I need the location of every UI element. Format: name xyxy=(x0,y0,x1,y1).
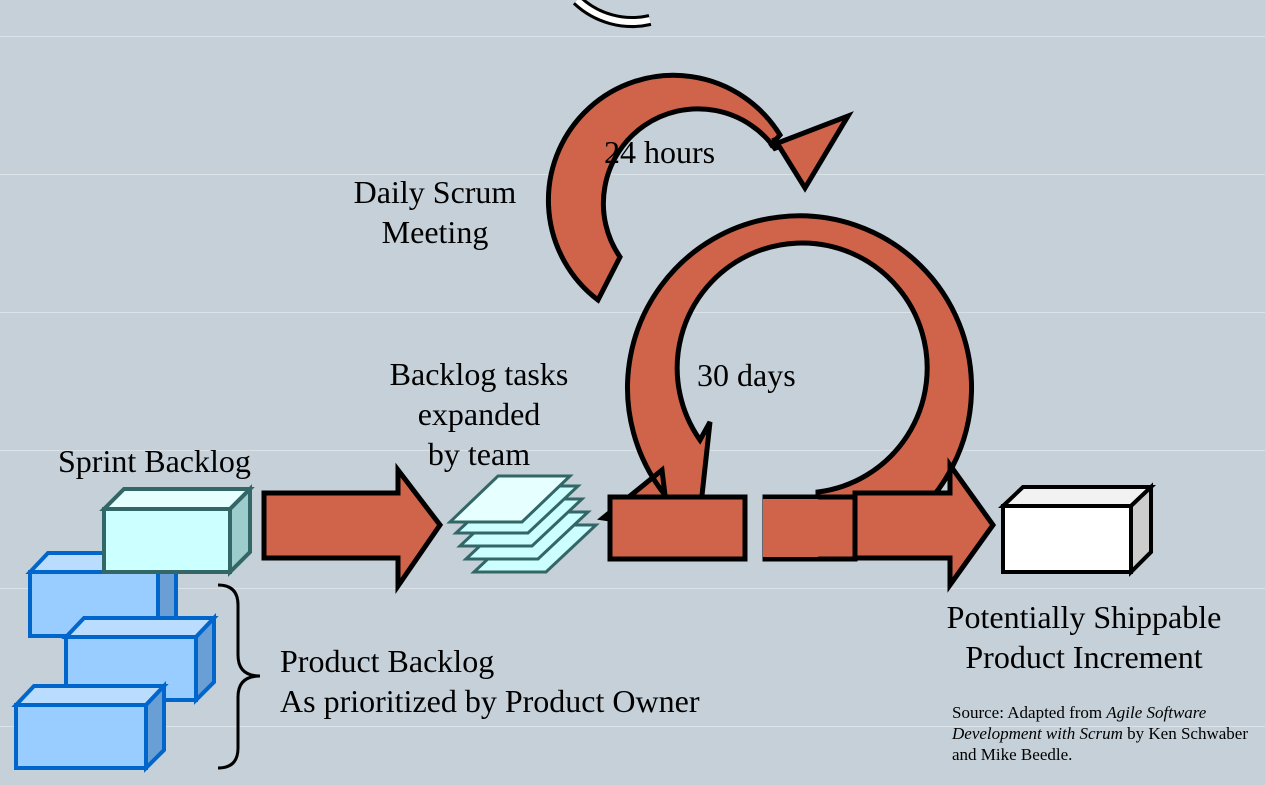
source-suffix: by Ken Schwaber and Mike Beedle. xyxy=(952,724,1249,764)
backlog-tasks-label-line2: expanded xyxy=(417,396,541,432)
top-ring-fragment xyxy=(572,0,652,28)
daily-scrum-label-line1: Daily Scrum xyxy=(353,174,517,210)
arrow-to-tasks xyxy=(261,462,444,595)
background-rule xyxy=(0,36,1265,37)
backlog-tasks-label-line1: Backlog tasks xyxy=(389,356,569,392)
source-citation: Source: Adapted from Agile Software Deve… xyxy=(952,702,1257,765)
daily-scrum-label: Daily Scrum Meeting xyxy=(340,172,530,252)
background-rule xyxy=(0,450,1265,451)
source-book-title: Agile Software Development with Scrum xyxy=(952,703,1207,743)
backlog-tasks-label-line3: by team xyxy=(427,436,531,472)
product-backlog-stack xyxy=(11,547,219,773)
increment-label-line1: Potentially Shippable xyxy=(946,599,1222,635)
sprint-backlog-label: Sprint Backlog xyxy=(58,443,251,479)
hours-label: 24 hours xyxy=(604,134,716,170)
product-backlog-box xyxy=(11,680,169,773)
background-rule xyxy=(0,726,1265,727)
sprint-cycle-arrow xyxy=(597,213,975,562)
sprint-backlog-box xyxy=(99,484,255,577)
background-rule xyxy=(0,174,1265,175)
background-rule xyxy=(0,588,1265,589)
increment-label-line2: Product Increment xyxy=(965,639,1203,675)
background-rule xyxy=(0,312,1265,313)
source-prefix: Source: Adapted from xyxy=(952,703,1107,722)
increment-box xyxy=(997,482,1157,577)
daily-cycle-arrow xyxy=(545,72,854,304)
days-label: 30 days xyxy=(697,357,796,393)
product-backlog-brace xyxy=(217,583,261,770)
product-backlog-label-line1: Product Backlog xyxy=(280,643,495,679)
product-backlog-label: Product Backlog As prioritized by Produc… xyxy=(280,641,699,721)
daily-scrum-label-line2: Meeting xyxy=(381,214,489,250)
arrow-to-increment xyxy=(852,457,997,593)
task-sheets-stack xyxy=(446,474,600,574)
product-backlog-label-line2: As prioritized by Product Owner xyxy=(280,683,700,719)
backlog-tasks-label: Backlog tasks expanded by team xyxy=(370,354,588,474)
sprint-work-block xyxy=(607,494,748,562)
increment-label: Potentially Shippable Product Increment xyxy=(925,597,1243,677)
